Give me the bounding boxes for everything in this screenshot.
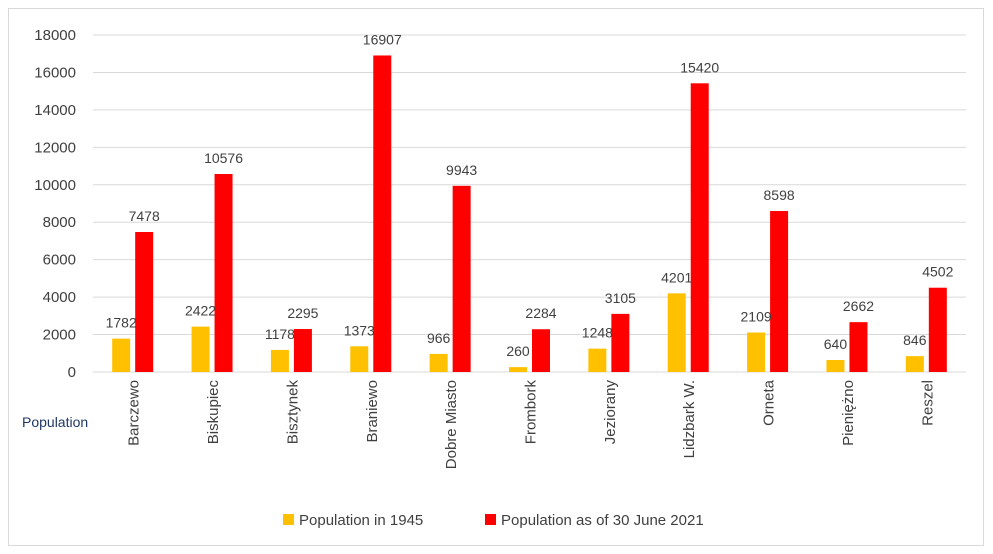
bar-1945: [747, 332, 766, 372]
y-tick-label: 0: [68, 364, 76, 381]
data-label: 7478: [129, 208, 160, 224]
data-label: 1178: [265, 326, 295, 342]
data-label: 8598: [764, 187, 795, 203]
data-label: 1373: [344, 322, 375, 338]
category-label: Reszel: [919, 380, 936, 426]
data-label: 1782: [106, 315, 137, 331]
y-tick-label: 8000: [43, 214, 76, 231]
legend-item: Population in 1945: [283, 512, 423, 529]
data-label: 1248: [582, 325, 613, 341]
data-label: 2662: [843, 298, 874, 314]
bar-2021: [214, 173, 233, 372]
data-label: 4502: [922, 264, 953, 280]
category-label: Pieniężno: [840, 380, 857, 446]
x-axis-categories: Barczewo Biskupiec Bisztynek Braniewo Dobre …: [126, 379, 937, 469]
bar-1945: [509, 367, 527, 372]
data-label: 4201: [661, 269, 692, 285]
bar-1945: [350, 346, 369, 372]
data-label: 2295: [287, 305, 318, 321]
bar-1945: [826, 360, 845, 372]
y-tick-label: 2000: [43, 327, 76, 344]
data-labels: 1782 7478 2422 10576 1178 2295 1373 16907 966 994…: [106, 31, 954, 359]
category-label: Dobre Miasto: [443, 380, 460, 469]
bar-1945: [905, 356, 924, 372]
bar-1945: [270, 349, 289, 372]
data-label: 2422: [185, 303, 216, 319]
category-label: Bisztynek: [284, 380, 301, 445]
legend-label: Population in 1945: [299, 512, 423, 529]
bar-2021: [373, 55, 392, 373]
category-label: Biskupiec: [205, 380, 222, 445]
bar-1945: [667, 293, 686, 372]
category-label: Barczewo: [126, 380, 143, 446]
category-label: Braniewo: [364, 380, 381, 443]
data-label: 2109: [741, 309, 772, 325]
data-label: 10576: [204, 150, 243, 166]
bar-2021: [532, 329, 550, 372]
legend: Population in 1945 Population as of 30 Ju…: [283, 512, 704, 529]
bar-1945: [429, 353, 448, 372]
bars: [112, 55, 947, 373]
bar-2021: [690, 83, 709, 372]
y-tick-label: 6000: [43, 252, 76, 269]
data-label: 16907: [363, 31, 402, 47]
data-label: 2284: [525, 305, 556, 321]
legend-swatch: [283, 514, 294, 525]
bar-2021: [849, 322, 868, 372]
chart-frame: [8, 8, 984, 546]
bar-1945: [588, 348, 607, 372]
legend-label: Population as of 30 June 2021: [501, 512, 704, 529]
y-tick-label: 16000: [34, 64, 76, 81]
y-tick-label: 12000: [34, 139, 76, 156]
y-axis-label: Population: [22, 414, 88, 430]
bar-2021: [135, 231, 154, 372]
bar-1945: [112, 338, 131, 372]
gridlines: [93, 34, 966, 373]
data-label: 846: [903, 332, 927, 348]
y-tick-label: 14000: [34, 102, 76, 119]
y-tick-label: 10000: [34, 177, 76, 194]
data-label: 15420: [680, 59, 719, 75]
data-label: 9943: [446, 162, 477, 178]
category-label: Lidzbark W.: [681, 380, 698, 458]
data-label: 260: [506, 343, 530, 359]
legend-swatch: [485, 514, 496, 525]
legend-item: Population as of 30 June 2021: [485, 512, 704, 529]
y-tick-label: 4000: [43, 289, 76, 306]
data-label: 966: [427, 330, 451, 346]
bar-1945: [191, 326, 210, 372]
y-axis-ticks: 0 2000 4000 6000 8000 10000 12000 14000 16000 180…: [34, 27, 76, 381]
category-label: Jeziorany: [602, 380, 619, 445]
bar-2021: [611, 313, 630, 372]
data-label: 3105: [605, 290, 636, 306]
bar-2021: [770, 211, 789, 372]
category-label: Frombork: [523, 380, 540, 445]
category-label: Orneta: [761, 379, 778, 426]
bar-2021: [452, 185, 471, 372]
bar-2021: [293, 329, 312, 372]
data-label: 640: [824, 336, 848, 352]
bar-2021: [928, 287, 947, 372]
y-tick-label: 18000: [34, 27, 76, 44]
